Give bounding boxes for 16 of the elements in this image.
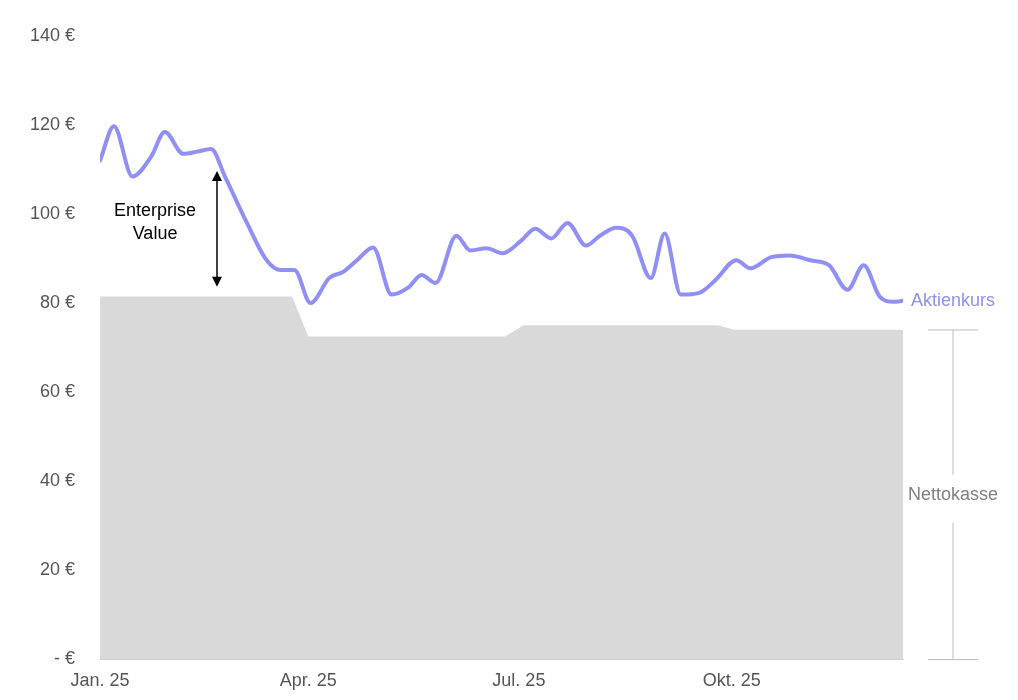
y-tick-label: 120 € bbox=[30, 113, 76, 134]
y-tick-label: 20 € bbox=[40, 559, 76, 580]
y-tick-label: 80 € bbox=[40, 292, 76, 313]
annotation: Enterprise Value bbox=[114, 200, 197, 244]
y-tick-label: 60 € bbox=[40, 381, 76, 402]
y-tick-label: 40 € bbox=[40, 470, 76, 491]
y-tick-label: - € bbox=[54, 648, 76, 669]
y-tick-label: 100 € bbox=[30, 202, 76, 223]
x-tick-label: Okt. 25 bbox=[702, 670, 761, 691]
line-series bbox=[100, 124, 903, 306]
series-label: Aktienkurs bbox=[911, 289, 996, 310]
x-tick-label: Jul. 25 bbox=[492, 670, 546, 691]
series-label: Nettokasse bbox=[907, 483, 999, 504]
y-tick-label: 140 € bbox=[30, 24, 76, 45]
x-tick-label: Jan. 25 bbox=[70, 670, 130, 691]
x-tick-label: Apr. 25 bbox=[279, 670, 337, 691]
